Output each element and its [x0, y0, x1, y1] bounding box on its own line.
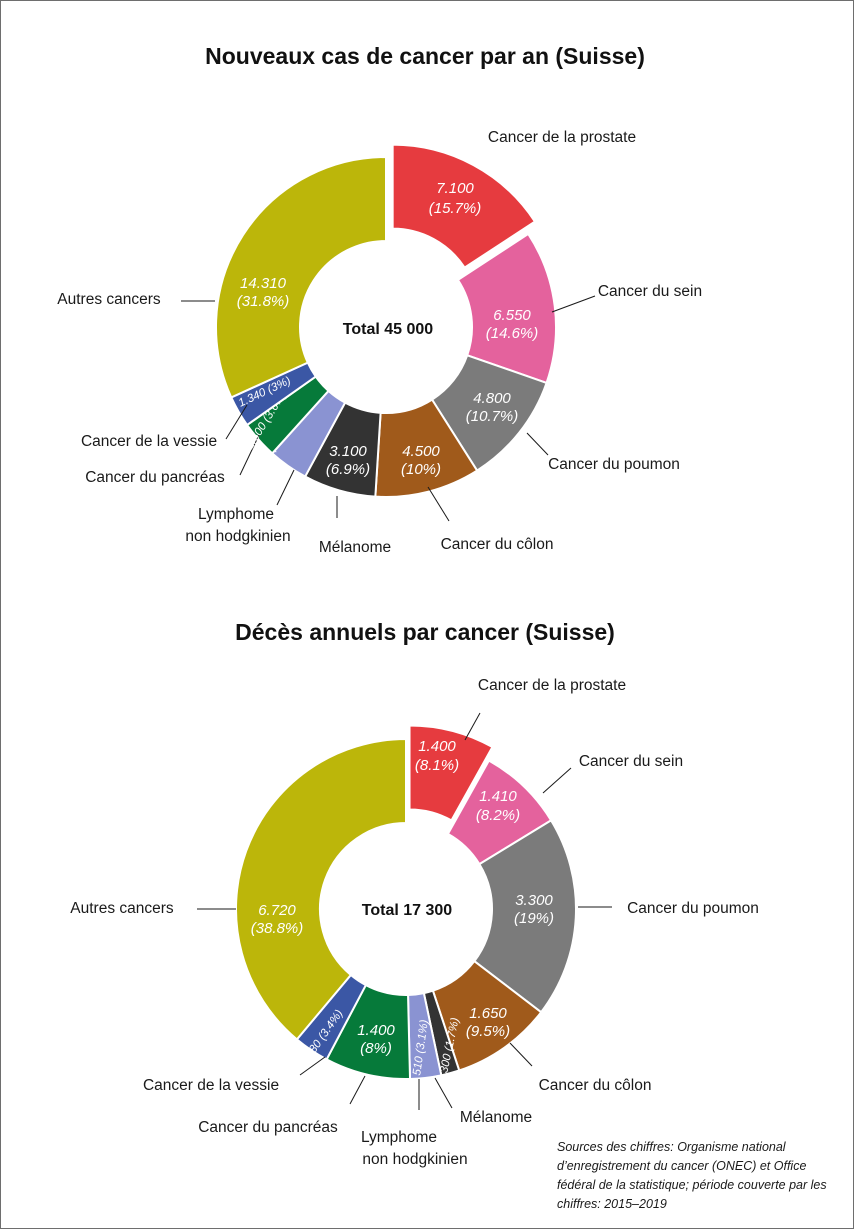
pct-label-cancer-du-poumon: (10.7%) [466, 408, 519, 425]
slice-autres-cancers [215, 155, 387, 399]
value-label-cancer-du-colon: 1.650 [469, 1005, 507, 1022]
chart-title: Nouveaux cas de cancer par an (Suisse) [205, 43, 645, 69]
label-cancer-de-la-prostate: Cancer de la prostate [478, 677, 626, 694]
label-cancer-de-la-prostate: Cancer de la prostate [488, 129, 636, 146]
value-label-cancer-du-colon: 4.500 [402, 443, 440, 460]
label-lymphome-non-hodgkinien: Lymphome [198, 506, 274, 523]
pct-label-cancer-du-sein: (14.6%) [486, 325, 539, 342]
leader-cancer-de-la-vessie [299, 1056, 326, 1076]
label-cancer-du-sein: Cancer du sein [579, 753, 683, 770]
slice-cancer-de-la-prostate [391, 143, 537, 269]
chart-1: Nouveaux cas de cancer par an (Suisse) Ca… [57, 43, 702, 556]
pct-label-cancer-de-la-prostate: (8.1%) [415, 757, 459, 774]
pct-label-cancer-du-poumon: (19%) [514, 910, 554, 927]
label-cancer-de-la-vessie: Cancer de la vessie [143, 1077, 279, 1094]
label-cancer-du-pancreas: Cancer du pancréas [198, 1119, 338, 1136]
value-label-cancer-du-sein: 6.550 [493, 307, 531, 324]
center-total-label: Total 17 300 [362, 902, 453, 919]
value-label-autres-cancers: 6.720 [258, 902, 296, 919]
pct-label-melanome: (6.9%) [326, 461, 370, 478]
pct-label-cancer-du-colon: (10%) [401, 461, 441, 478]
leader-cancer-du-poumon [526, 432, 549, 456]
label-cancer-du-colon: Cancer du côlon [441, 536, 554, 553]
label-autres-cancers: Autres cancers [70, 900, 174, 917]
pct-label-cancer-du-sein: (8.2%) [476, 807, 520, 824]
pct-label-cancer-du-colon: (9.5%) [466, 1023, 510, 1040]
leader-cancer-de-la-vessie [225, 404, 248, 440]
value-label-melanome: 3.100 [329, 443, 367, 460]
label-cancer-du-poumon: Cancer du poumon [627, 900, 759, 917]
leader-cancer-du-sein [542, 767, 572, 794]
pct-label-autres-cancers: (38.8%) [251, 920, 304, 937]
label-melanome: Mélanome [319, 539, 391, 556]
pct-label-cancer-de-la-prostate: (15.7%) [429, 200, 482, 217]
label-lymphome-non-hodgkinien: non hodgkinien [185, 528, 290, 545]
label-cancer-du-poumon: Cancer du poumon [548, 456, 680, 473]
center-total-label: Total 45 000 [343, 321, 434, 338]
slice-autres-cancers [235, 737, 407, 1041]
label-lymphome-non-hodgkinien: Lymphome [361, 1129, 437, 1146]
leader-melanome [434, 1077, 453, 1109]
value-label-cancer-du-poumon: 3.300 [515, 892, 553, 909]
leader-cancer-du-sein [551, 295, 596, 313]
label-cancer-du-colon: Cancer du côlon [539, 1077, 652, 1094]
label-melanome: Mélanome [460, 1109, 532, 1126]
slice-cancer-du-poumon [472, 818, 577, 1014]
value-label-cancer-du-poumon: 4.800 [473, 390, 511, 407]
leader-cancer-du-colon [509, 1042, 533, 1067]
value-label-cancer-de-la-prostate: 7.100 [436, 180, 474, 197]
value-label-autres-cancers: 14.310 [240, 275, 287, 292]
leader-cancer-du-pancreas [239, 434, 260, 476]
leader-lymphome-non-hodgkinien [276, 469, 295, 506]
label-lymphome-non-hodgkinien: non hodgkinien [362, 1151, 467, 1168]
leader-cancer-du-pancreas [349, 1075, 366, 1105]
value-label-cancer-du-pancreas: 1.400 [357, 1022, 395, 1039]
pct-label-autres-cancers: (31.8%) [237, 293, 290, 310]
chart-title: Décès annuels par cancer (Suisse) [235, 619, 615, 645]
leader-cancer-de-la-prostate [464, 712, 481, 741]
leader-cancer-du-colon [427, 486, 450, 522]
label-cancer-du-sein: Cancer du sein [598, 283, 702, 300]
value-label-cancer-du-sein: 1.410 [479, 788, 517, 805]
label-cancer-du-pancreas: Cancer du pancréas [85, 469, 225, 486]
source-note: Sources des chiffres: Organisme national… [557, 1140, 827, 1211]
value-label-cancer-de-la-prostate: 1.400 [418, 738, 456, 755]
chart-2: Décès annuels par cancer (Suisse) Cancer … [70, 619, 759, 1168]
label-autres-cancers: Autres cancers [57, 291, 161, 308]
slice-cancer-de-la-prostate [408, 724, 494, 822]
pct-label-cancer-du-pancreas: (8%) [360, 1040, 392, 1057]
label-cancer-de-la-vessie: Cancer de la vessie [81, 433, 217, 450]
